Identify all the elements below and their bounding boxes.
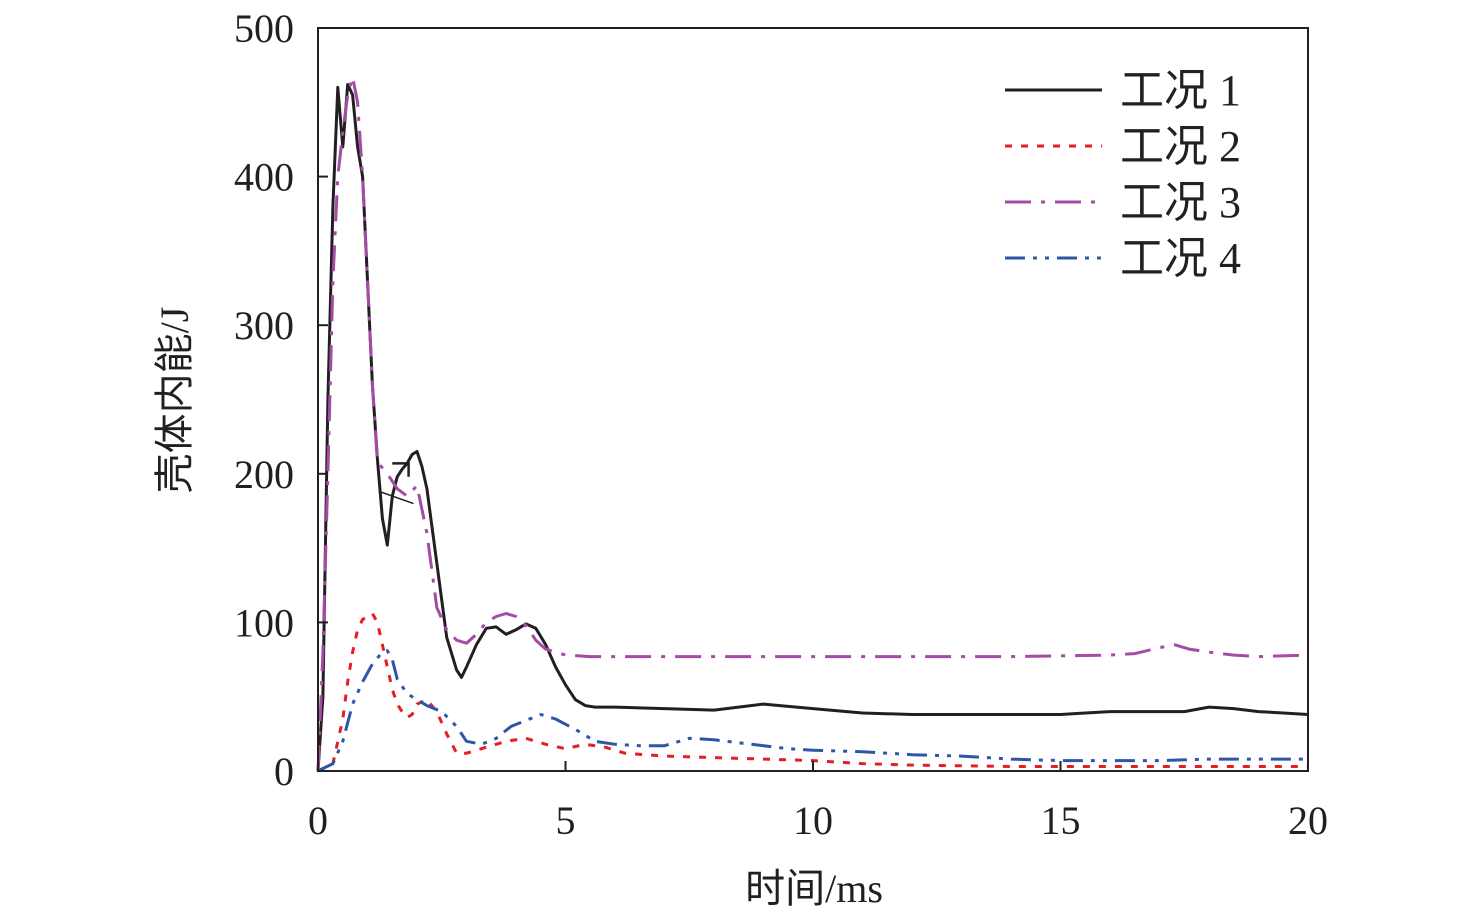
x-tick-label: 5 (556, 798, 576, 843)
series-line-4 (317, 649, 1308, 773)
series-line-1 (316, 83, 1309, 772)
x-tick-label: 15 (1041, 798, 1081, 843)
y-tick-label: 0 (274, 749, 294, 794)
legend-label-1: 工况 1 (1120, 66, 1241, 115)
y-tick-label: 100 (234, 600, 294, 645)
legend-label-2: 工况 2 (1120, 122, 1241, 171)
y-tick-label: 200 (234, 452, 294, 497)
y-tick-label: 400 (234, 155, 294, 200)
series-layer (316, 75, 1309, 773)
legend-label-3: 工况 3 (1120, 178, 1241, 227)
legend-label-4: 工况 4 (1120, 234, 1241, 283)
x-tick-label: 10 (793, 798, 833, 843)
annotation-bracket (392, 462, 410, 477)
y-tick-label: 300 (234, 303, 294, 348)
y-tick-label: 500 (234, 6, 294, 51)
y-axis-title: 壳体内能/J (152, 307, 197, 494)
series-line-3 (316, 75, 1309, 772)
annotation-layer (379, 462, 414, 505)
series-line-2 (317, 612, 1308, 773)
annotation-leader (379, 490, 414, 505)
x-axis-title: 时间/ms (745, 866, 883, 911)
x-tick-label: 0 (308, 798, 328, 843)
x-tick-label: 20 (1288, 798, 1328, 843)
legend: 工况 1 工况 2 工况 3 工况 4 (1005, 66, 1241, 283)
